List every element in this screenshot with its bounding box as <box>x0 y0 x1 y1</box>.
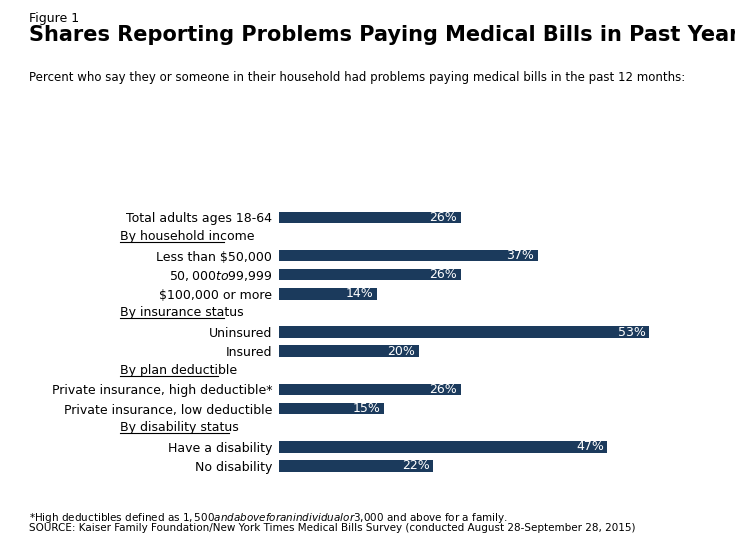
Text: Shares Reporting Problems Paying Medical Bills in Past Year: Shares Reporting Problems Paying Medical… <box>29 25 735 45</box>
Text: SOURCE: Kaiser Family Foundation/New York Times Medical Bills Survey (conducted : SOURCE: Kaiser Family Foundation/New Yor… <box>29 523 636 533</box>
Text: 53%: 53% <box>618 326 646 338</box>
Bar <box>279 250 538 261</box>
Bar <box>279 326 649 338</box>
Bar <box>279 441 607 452</box>
Text: 20%: 20% <box>387 345 415 358</box>
Text: By plan deductible: By plan deductible <box>120 364 237 377</box>
Text: Percent who say they or someone in their household had problems paying medical b: Percent who say they or someone in their… <box>29 71 686 84</box>
Text: 26%: 26% <box>429 211 457 224</box>
Text: 37%: 37% <box>506 249 534 262</box>
Text: FAMILY: FAMILY <box>645 517 697 530</box>
Text: THE HENRY J.: THE HENRY J. <box>645 489 696 498</box>
Text: *High deductibles defined as $1,500 and above for an individual or $3,000 and ab: *High deductibles defined as $1,500 and … <box>29 511 508 525</box>
Bar <box>279 269 461 280</box>
Bar <box>279 212 461 223</box>
Text: 22%: 22% <box>401 460 429 472</box>
Text: KAISER: KAISER <box>637 502 705 520</box>
Bar <box>279 383 461 395</box>
Bar <box>279 288 377 300</box>
Bar <box>279 345 419 357</box>
Bar <box>279 403 384 414</box>
Text: 26%: 26% <box>429 383 457 396</box>
Text: 15%: 15% <box>353 402 381 415</box>
Text: 26%: 26% <box>429 268 457 281</box>
Text: By household income: By household income <box>120 230 254 243</box>
Text: 47%: 47% <box>576 440 604 453</box>
Text: By disability status: By disability status <box>120 421 239 434</box>
Text: Figure 1: Figure 1 <box>29 12 79 25</box>
Text: By insurance status: By insurance status <box>120 306 244 320</box>
Text: 14%: 14% <box>345 287 373 300</box>
Bar <box>279 460 433 472</box>
Text: FOUNDATION: FOUNDATION <box>641 531 700 539</box>
